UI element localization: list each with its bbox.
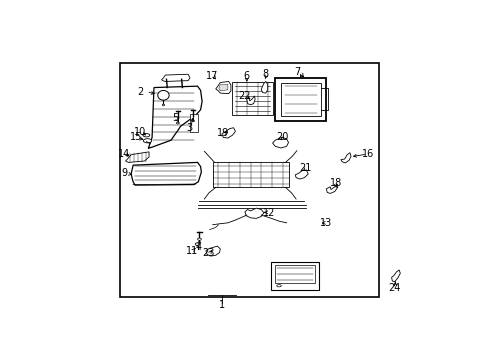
Text: 5: 5 bbox=[171, 113, 178, 123]
Bar bbox=[271, 262, 318, 290]
Text: 14: 14 bbox=[117, 149, 129, 159]
Polygon shape bbox=[261, 81, 267, 93]
Polygon shape bbox=[215, 81, 230, 94]
Text: 7: 7 bbox=[293, 67, 299, 77]
Bar bbox=[275, 78, 326, 121]
Text: 11: 11 bbox=[185, 246, 198, 256]
Text: 2: 2 bbox=[137, 87, 143, 97]
Text: 24: 24 bbox=[387, 283, 400, 293]
Text: 19: 19 bbox=[217, 128, 229, 138]
Text: 3: 3 bbox=[186, 123, 192, 133]
Text: 18: 18 bbox=[329, 178, 341, 188]
Polygon shape bbox=[148, 86, 202, 149]
Polygon shape bbox=[131, 162, 201, 185]
Text: 21: 21 bbox=[299, 163, 311, 173]
Text: 23: 23 bbox=[202, 248, 214, 258]
Ellipse shape bbox=[176, 122, 179, 124]
Ellipse shape bbox=[197, 238, 201, 240]
Ellipse shape bbox=[142, 134, 149, 137]
Polygon shape bbox=[161, 74, 189, 81]
Text: 4: 4 bbox=[195, 242, 202, 252]
Text: 10: 10 bbox=[134, 127, 146, 137]
Text: 13: 13 bbox=[320, 219, 332, 228]
Text: 12: 12 bbox=[262, 208, 274, 218]
Text: 20: 20 bbox=[276, 132, 288, 143]
Text: 9: 9 bbox=[122, 168, 127, 179]
Text: 6: 6 bbox=[243, 71, 248, 81]
Polygon shape bbox=[246, 96, 255, 105]
Polygon shape bbox=[275, 265, 314, 283]
Polygon shape bbox=[231, 82, 273, 115]
Polygon shape bbox=[340, 153, 350, 163]
Bar bbox=[120, 63, 379, 297]
Polygon shape bbox=[391, 270, 400, 282]
Polygon shape bbox=[222, 128, 235, 138]
Polygon shape bbox=[218, 84, 227, 91]
Polygon shape bbox=[272, 138, 288, 148]
Polygon shape bbox=[326, 184, 337, 193]
Text: 1: 1 bbox=[219, 300, 225, 310]
Ellipse shape bbox=[276, 285, 281, 287]
Ellipse shape bbox=[195, 243, 200, 246]
Bar bbox=[280, 83, 320, 116]
Text: 16: 16 bbox=[361, 149, 373, 159]
Bar bbox=[189, 114, 198, 132]
Bar bbox=[212, 162, 288, 187]
Text: 17: 17 bbox=[205, 71, 218, 81]
Ellipse shape bbox=[162, 104, 164, 106]
Polygon shape bbox=[295, 170, 307, 179]
Polygon shape bbox=[244, 208, 264, 219]
Text: 8: 8 bbox=[262, 69, 267, 79]
Text: 15: 15 bbox=[130, 132, 142, 143]
Ellipse shape bbox=[158, 90, 169, 100]
Polygon shape bbox=[125, 152, 149, 162]
Ellipse shape bbox=[191, 120, 194, 122]
Text: 22: 22 bbox=[238, 91, 251, 101]
Polygon shape bbox=[205, 246, 220, 256]
Ellipse shape bbox=[143, 139, 151, 143]
